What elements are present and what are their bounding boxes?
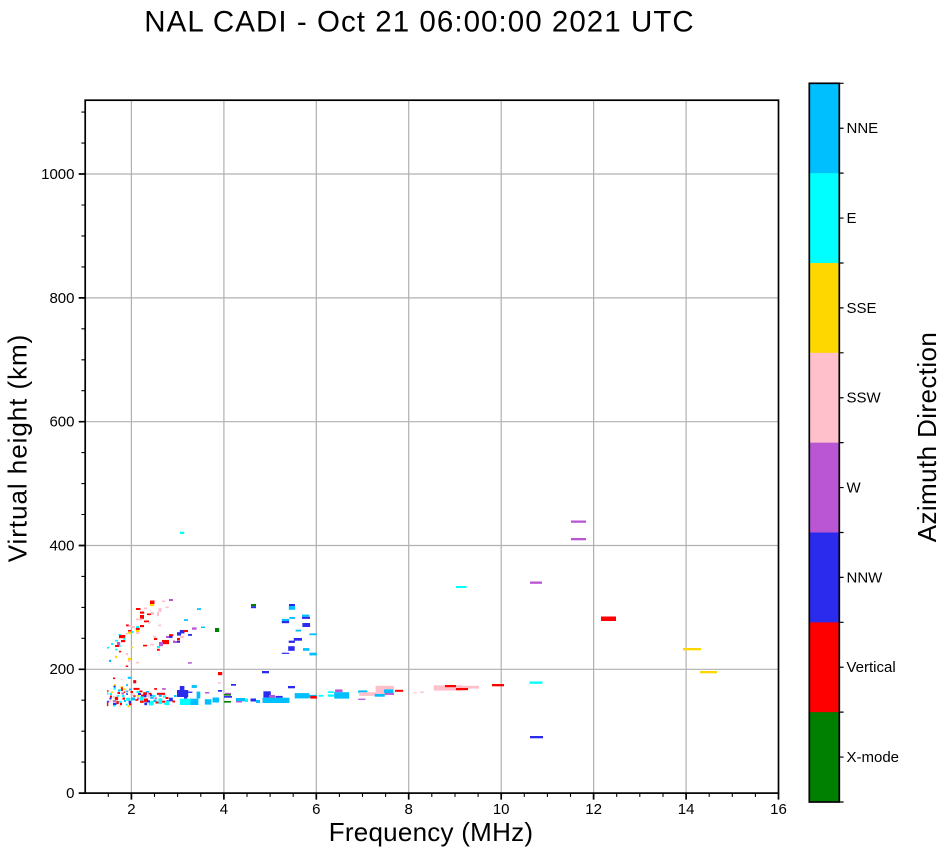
svg-text:X-mode: X-mode	[847, 749, 900, 766]
svg-text:800: 800	[49, 290, 74, 307]
svg-text:4: 4	[220, 801, 228, 818]
svg-text:NNE: NNE	[847, 120, 879, 137]
svg-text:600: 600	[49, 414, 74, 431]
svg-text:Vertical: Vertical	[847, 659, 896, 676]
svg-text:2: 2	[127, 801, 135, 818]
svg-text:200: 200	[49, 661, 74, 678]
svg-text:12: 12	[585, 801, 602, 818]
svg-text:10: 10	[493, 801, 510, 818]
svg-text:8: 8	[405, 801, 413, 818]
svg-text:Azimuth Direction: Azimuth Direction	[912, 332, 942, 543]
svg-text:400: 400	[49, 537, 74, 554]
svg-text:E: E	[847, 210, 857, 227]
svg-text:14: 14	[678, 801, 695, 818]
svg-text:16: 16	[770, 801, 787, 818]
svg-text:SSE: SSE	[847, 300, 877, 317]
svg-text:1000: 1000	[41, 166, 74, 183]
svg-text:Frequency (MHz): Frequency (MHz)	[329, 817, 534, 847]
svg-text:W: W	[847, 480, 862, 497]
svg-text:6: 6	[312, 801, 320, 818]
svg-text:0: 0	[66, 785, 74, 802]
svg-text:NAL CADI - Oct 21 06:00:00 202: NAL CADI - Oct 21 06:00:00 2021 UTC	[144, 5, 695, 38]
svg-text:SSW: SSW	[847, 390, 882, 407]
svg-text:Virtual height (km): Virtual height (km)	[2, 334, 32, 563]
svg-text:NNW: NNW	[847, 569, 884, 586]
